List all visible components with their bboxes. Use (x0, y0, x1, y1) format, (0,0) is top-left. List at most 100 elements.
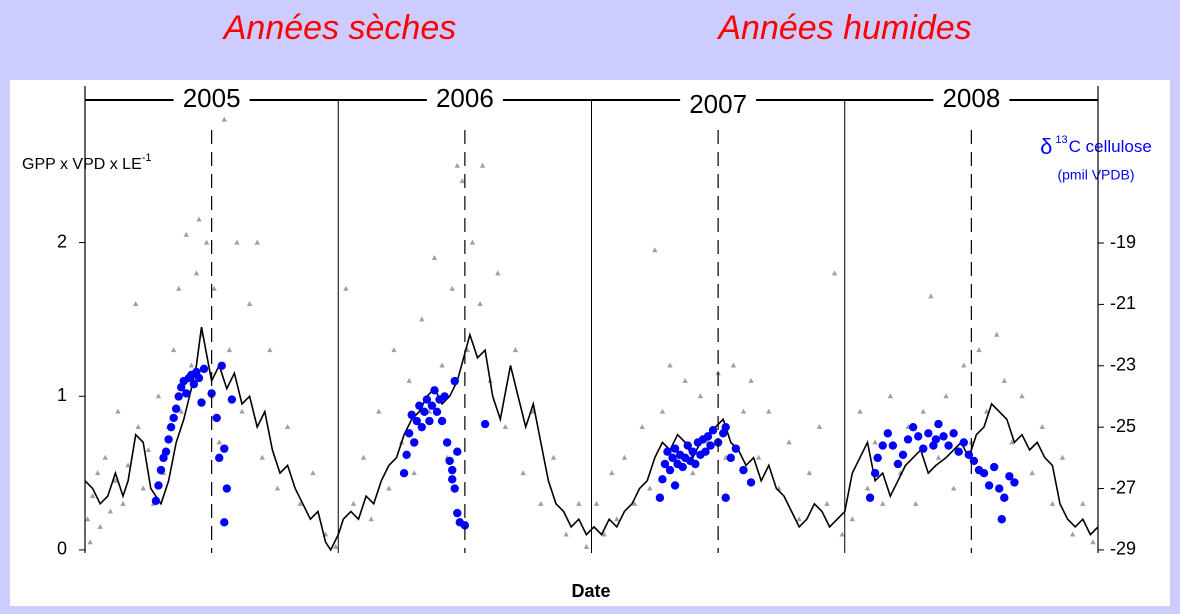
triangle-point (621, 454, 628, 460)
plot-background (10, 80, 1170, 606)
triangle-point (682, 377, 688, 383)
triangle-point (601, 531, 607, 537)
triangle-point (125, 462, 131, 468)
triangle-point (391, 347, 397, 353)
dot-point (420, 407, 429, 417)
y2-tick-label: -25 (1110, 416, 1136, 436)
triangle-point (267, 347, 273, 353)
triangle-point (935, 454, 942, 460)
triangle-point (839, 531, 845, 537)
triangle-point (786, 439, 792, 445)
dot-point (410, 438, 419, 447)
triangle-point (1039, 423, 1045, 429)
triangle-point (97, 523, 103, 529)
dot-point (407, 410, 416, 420)
dot-point (913, 432, 923, 441)
dot-point (404, 429, 414, 438)
triangle-point (755, 454, 762, 460)
dot-point (873, 453, 882, 463)
dot-point (166, 422, 176, 432)
dot-point (453, 508, 462, 518)
dot-point (934, 419, 943, 429)
dot-point (227, 395, 237, 404)
dot-point (425, 416, 434, 426)
triangle-point (84, 516, 91, 522)
triangle-point (631, 500, 638, 506)
dot-point (898, 450, 908, 459)
triangle-point (333, 543, 339, 549)
year-label-bg (173, 86, 250, 114)
dot-point (726, 453, 735, 463)
dot-point (665, 465, 675, 475)
dot-point (399, 468, 409, 478)
dot-point (430, 386, 439, 395)
triangle-point (1090, 539, 1096, 545)
triangle-point (864, 485, 871, 491)
year-label-bg (933, 86, 1010, 114)
dot-point (427, 401, 437, 410)
dot-point (655, 493, 665, 502)
triangle-point (748, 377, 754, 383)
dot-point (924, 429, 933, 438)
dot-point (453, 447, 462, 456)
triangle-point (431, 254, 438, 260)
triangle-point (912, 500, 919, 506)
triangle-point (203, 239, 210, 245)
triangle-point (87, 539, 93, 545)
dot-point (870, 468, 880, 478)
dot-point (174, 392, 183, 401)
triangle-point (350, 500, 357, 506)
triangle-point (1049, 500, 1056, 506)
year-label-bg (680, 86, 757, 114)
triangle-point (343, 285, 349, 291)
dot-point (959, 438, 968, 447)
triangle-point (259, 454, 265, 460)
dot-point (888, 441, 898, 450)
triangle-point (824, 500, 830, 506)
dot-point (151, 496, 161, 506)
y2-label-text: C cellulose (1069, 137, 1152, 156)
dot-point (220, 444, 229, 453)
dot-point (703, 432, 713, 441)
dot-point (1005, 472, 1014, 481)
dot-point (944, 441, 953, 450)
dot-point (979, 468, 989, 478)
triangle-point (697, 393, 704, 399)
triangle-point (135, 423, 141, 429)
dot-point (415, 401, 424, 410)
triangle-point (994, 331, 1000, 337)
dot-point (683, 441, 692, 450)
dot-point (417, 422, 427, 432)
triangle-point (583, 543, 590, 549)
triangle-point (368, 516, 374, 522)
x-axis-label: Date (571, 581, 610, 601)
triangle-point (386, 485, 392, 491)
dot-point (878, 441, 887, 450)
line (84, 326, 1099, 552)
triangle-point (196, 216, 202, 222)
dot-point (480, 419, 490, 429)
triangle-point (766, 408, 772, 414)
triangle-point (857, 408, 863, 414)
y2-axis-sublabel: (pmil VPDB) (1057, 167, 1134, 183)
triangle-point (274, 485, 281, 491)
triangle-point (297, 500, 303, 506)
triangle-point (1059, 454, 1066, 460)
triangle-point (872, 439, 878, 445)
triangle-point (411, 470, 417, 476)
triangle-point (849, 516, 856, 522)
year-label: 2007 (689, 89, 747, 119)
triangle-point (1019, 393, 1025, 399)
dot-point (194, 373, 204, 383)
dot-point (919, 444, 928, 453)
triangle-point (239, 408, 245, 414)
y-axis-label: GPP x VPD x LE-1 (22, 152, 152, 173)
y2-tick-label: -27 (1110, 477, 1136, 497)
dot-point (721, 422, 730, 432)
dot-point (865, 493, 875, 502)
y2-tick-label: -29 (1110, 539, 1136, 559)
dot-point (903, 435, 913, 444)
dot-point (402, 450, 411, 459)
triangle-point (183, 231, 189, 237)
